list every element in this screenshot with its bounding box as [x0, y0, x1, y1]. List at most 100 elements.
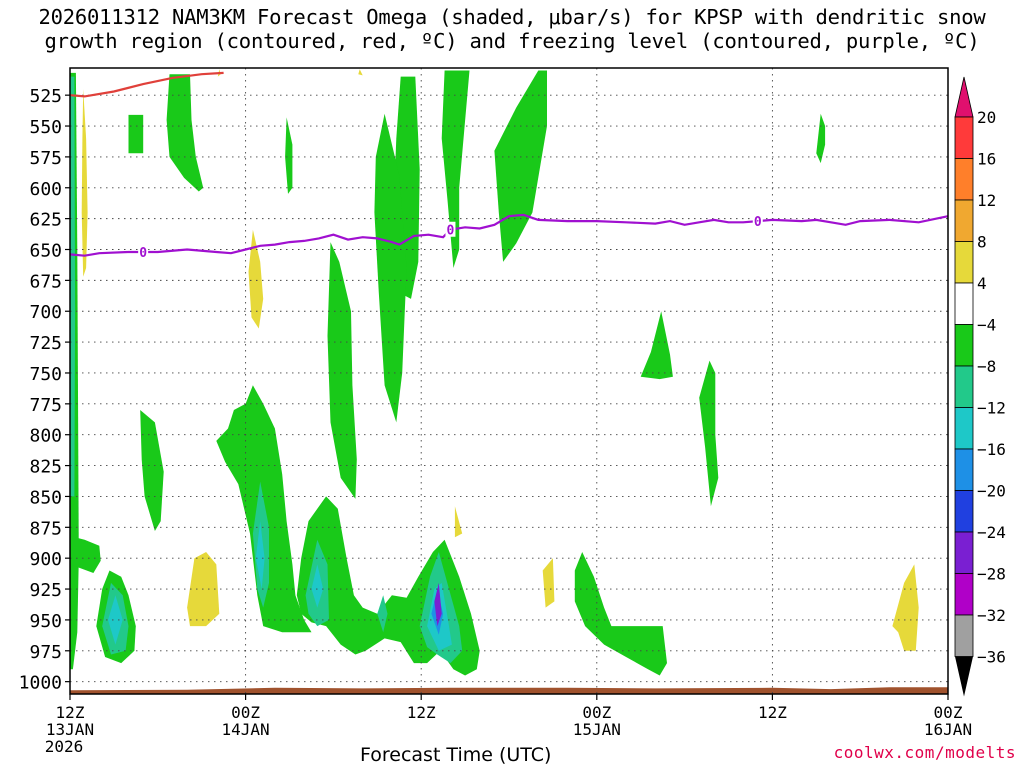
colorbar-bin — [954, 490, 974, 533]
chart-title-line-1: 2026011312 NAM3KM Forecast Omega (shaded… — [38, 5, 986, 29]
omega-region — [140, 410, 164, 531]
omega-region — [441, 70, 470, 268]
omega-region — [311, 564, 324, 608]
omega-region — [542, 558, 555, 608]
colorbar-label: −4 — [977, 316, 996, 335]
colorbar-label: −12 — [977, 399, 1006, 418]
site-credit[interactable]: coolwx.com/modelts — [833, 743, 1016, 762]
y-tick-label: 575 — [29, 148, 62, 169]
plot-frame — [69, 67, 949, 695]
omega-region — [816, 113, 826, 164]
colorbar-label: 4 — [977, 274, 987, 293]
axes: 525 550 575 600 625 650 675 700 725 750 775 800 825 8… — [19, 67, 972, 756]
y-tick-label: 850 — [29, 487, 62, 508]
y-tick-label: 975 — [29, 642, 62, 663]
colorbar-bin — [954, 614, 974, 657]
x-tick-label: 15JAN — [573, 720, 621, 739]
x-tick-label: 00Z — [934, 703, 963, 722]
y-tick-label: 650 — [29, 241, 62, 262]
omega-region — [70, 76, 76, 497]
omega-shaded-regions — [70, 69, 919, 676]
omega-region — [81, 89, 88, 277]
omega-region — [166, 74, 204, 192]
y-tick-label: 825 — [29, 457, 62, 478]
terrain-strip — [70, 687, 948, 694]
y-tick-label: 700 — [29, 302, 62, 323]
omega-region — [377, 595, 388, 633]
y-tick-label: 550 — [29, 117, 62, 138]
freezing-label-background — [138, 243, 149, 259]
y-tick-label: 925 — [29, 580, 62, 601]
freezing-label-background — [752, 213, 763, 229]
colorbar-bin — [954, 324, 974, 367]
omega-region — [255, 521, 265, 589]
omega-region — [454, 506, 463, 538]
x-tick-label: 13JAN — [46, 720, 94, 739]
colorbar-label: 12 — [977, 191, 996, 210]
colorbar-label: −16 — [977, 440, 1006, 459]
gridlines — [70, 68, 948, 694]
omega-region — [434, 582, 442, 627]
colorbar-bin — [954, 158, 974, 201]
y-tick-label: 750 — [29, 364, 62, 385]
omega-region — [248, 229, 264, 329]
y-tick-label: 950 — [29, 611, 62, 632]
y-tick-label: 725 — [29, 333, 62, 354]
y-tick-label: 900 — [29, 549, 62, 570]
y-tick-label: 525 — [29, 86, 62, 107]
chart-title-line-2: growth region (contoured, red, ºC) and f… — [44, 29, 980, 53]
dendritic-growth-contour — [69, 71, 224, 98]
freezing-level-label: 0 — [447, 224, 455, 239]
colorbar-label: −36 — [977, 648, 1006, 667]
colorbar-label: −32 — [977, 606, 1006, 625]
y-tick-label: 600 — [29, 179, 62, 200]
omega-region — [574, 552, 667, 676]
terrain-fill — [70, 687, 948, 694]
colorbar-bottom-arrow — [955, 656, 973, 697]
colorbar-bin — [954, 282, 974, 325]
x-tick-label: 12Z — [407, 703, 436, 722]
omega-region — [108, 595, 123, 645]
x-tick-label: 12Z — [56, 703, 85, 722]
colorbar-bin — [954, 116, 974, 159]
x-axis-label: Forecast Time (UTC) — [360, 744, 552, 766]
x-tick-label: 00Z — [582, 703, 611, 722]
x-tick-label: 16JAN — [924, 720, 972, 739]
colorbar-bin — [954, 241, 974, 284]
contours: 0 0 0 — [69, 71, 949, 261]
x-tick-label: 12Z — [758, 703, 787, 722]
colorbar-label: −8 — [977, 357, 996, 376]
colorbar-bin — [954, 365, 974, 408]
omega-region — [285, 117, 293, 194]
freezing-label-background — [445, 221, 456, 237]
omega-region — [128, 114, 144, 154]
y-tick-label: 625 — [29, 210, 62, 231]
colorbar-top-arrow — [954, 76, 974, 118]
y-tick-label: 875 — [29, 518, 62, 539]
x-tick-label: 14JAN — [222, 720, 270, 739]
omega-region — [699, 360, 719, 507]
x-tick-label: 2026 — [45, 737, 84, 756]
colorbar-label: −28 — [977, 565, 1006, 584]
colorbar: 20 16 12 8 4 −4 −8 −12 −16 −20 −24 −28 −32 −36 — [954, 76, 1006, 697]
colorbar-bin — [954, 448, 974, 491]
colorbar-bin — [954, 407, 974, 450]
colorbar-bin — [954, 199, 974, 242]
omega-region — [358, 69, 363, 76]
omega-region — [892, 564, 919, 651]
freezing-level-label: 0 — [139, 246, 147, 261]
y-tick-label: 800 — [29, 426, 62, 447]
colorbar-label: −24 — [977, 523, 1006, 542]
y-tick-label: 675 — [29, 271, 62, 292]
omega-region — [640, 311, 673, 380]
freezing-level-contour — [69, 213, 949, 257]
colorbar-label: 8 — [977, 233, 987, 252]
omega-region — [70, 536, 101, 573]
omega-region — [494, 70, 547, 262]
y-tick-label: 1000 — [19, 673, 62, 694]
colorbar-label: −20 — [977, 482, 1006, 501]
omega-region — [374, 113, 407, 423]
freezing-level-label: 0 — [754, 215, 762, 230]
y-tick-label: 775 — [29, 395, 62, 416]
